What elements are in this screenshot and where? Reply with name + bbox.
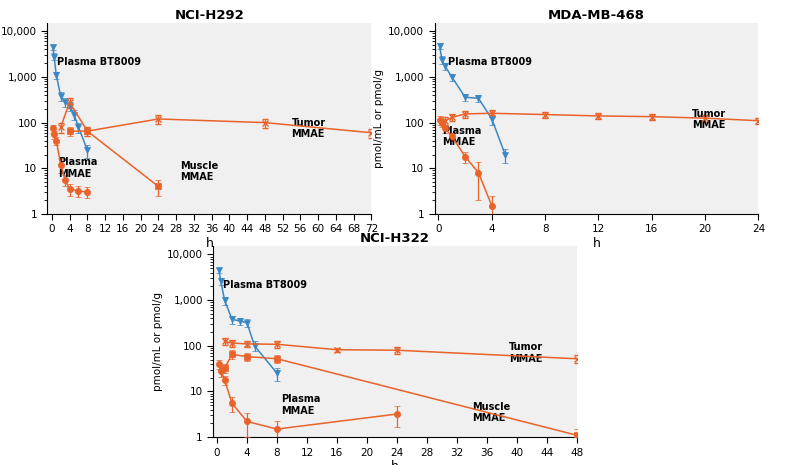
- Y-axis label: pmol/mL or pmol/g: pmol/mL or pmol/g: [374, 69, 384, 168]
- Y-axis label: pmol/mL or pmol/g: pmol/mL or pmol/g: [152, 292, 163, 391]
- Title: MDA-MB-468: MDA-MB-468: [548, 9, 645, 22]
- Text: Tumor
MMAE: Tumor MMAE: [292, 118, 325, 139]
- Text: Plasma BT8009: Plasma BT8009: [448, 57, 532, 67]
- Title: NCI-H322: NCI-H322: [360, 232, 430, 245]
- Text: Muscle
MMAE: Muscle MMAE: [472, 402, 510, 424]
- Title: NCI-H292: NCI-H292: [175, 9, 244, 22]
- Text: Plasma BT8009: Plasma BT8009: [223, 280, 307, 291]
- Text: Plasma
MMAE: Plasma MMAE: [442, 126, 481, 147]
- Text: Muscle
MMAE: Muscle MMAE: [180, 160, 219, 182]
- X-axis label: h: h: [205, 237, 213, 250]
- Text: Tumor
MMAE: Tumor MMAE: [692, 109, 726, 130]
- X-axis label: h: h: [592, 237, 600, 250]
- Text: Plasma BT8009: Plasma BT8009: [57, 57, 141, 67]
- Text: Tumor
MMAE: Tumor MMAE: [510, 342, 544, 364]
- Text: Plasma
MMAE: Plasma MMAE: [280, 394, 320, 416]
- X-axis label: h: h: [391, 460, 399, 465]
- Text: Plasma
MMAE: Plasma MMAE: [58, 157, 98, 179]
